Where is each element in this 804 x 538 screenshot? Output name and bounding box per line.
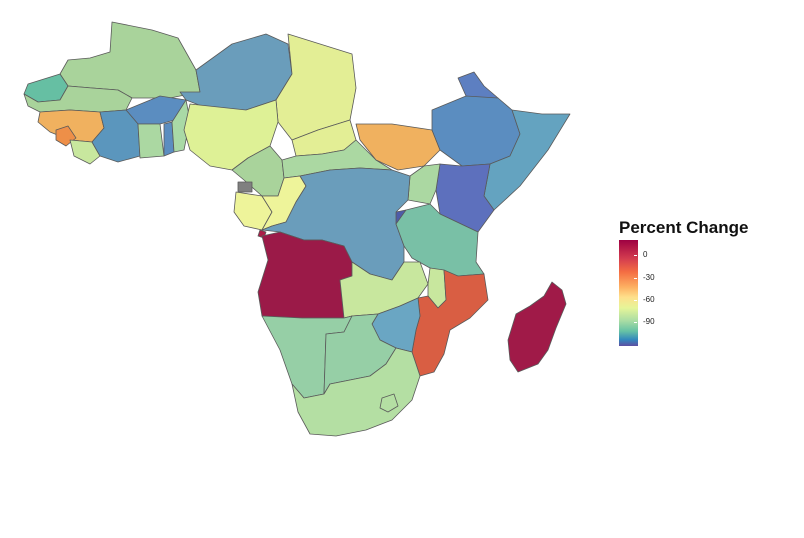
legend-title: Percent Change [619, 218, 749, 237]
region-uganda [407, 163, 441, 205]
region-mauritania [59, 21, 201, 99]
region-kenya [435, 163, 495, 233]
legend-color-bar [619, 240, 638, 346]
region-eritrea [457, 71, 499, 101]
region-south-africa [291, 347, 421, 437]
region-lesotho [379, 393, 399, 413]
region-liberia [69, 139, 101, 165]
region-madagascar [507, 281, 567, 373]
region-cote-divoire [91, 109, 141, 163]
legend: Percent Change 0 -30 -60 -90 [619, 218, 794, 346]
region-mali [179, 33, 293, 111]
region-ghana [137, 123, 165, 159]
region-ethiopia [431, 95, 521, 167]
region-angola [257, 231, 353, 319]
region-equatorial-guinea [237, 181, 253, 193]
